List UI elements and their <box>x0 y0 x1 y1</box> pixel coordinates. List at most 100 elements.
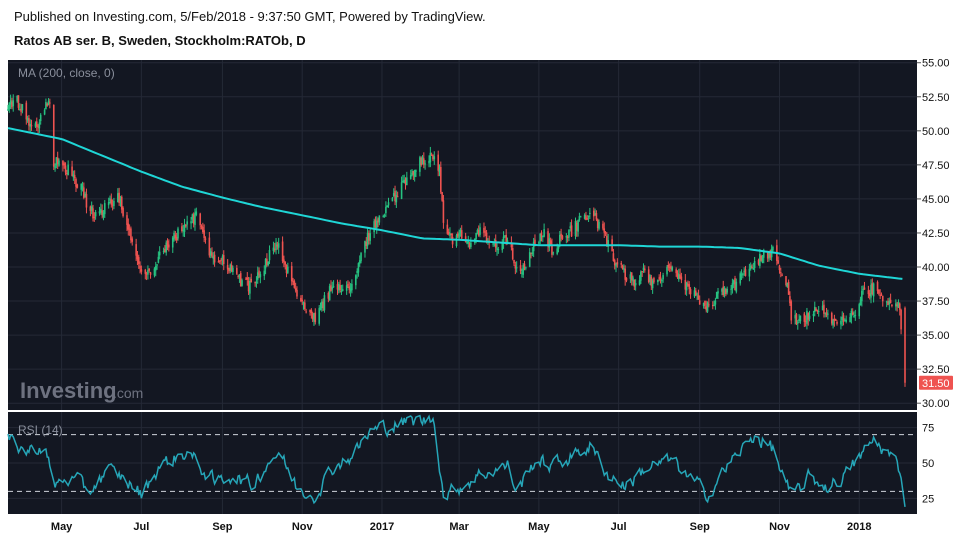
candle-body <box>889 299 892 304</box>
candle-body <box>28 118 30 126</box>
candle-body <box>521 272 523 274</box>
candle-body <box>249 281 251 294</box>
candle-body <box>680 276 683 281</box>
candle-body <box>451 237 454 245</box>
candle-body <box>761 257 764 263</box>
candle-body <box>697 295 700 300</box>
candle-body <box>162 251 165 253</box>
investing-logo: Investing .com <box>20 378 143 403</box>
candle-body <box>382 215 385 217</box>
candle-body <box>726 288 728 293</box>
candle-body <box>730 288 732 290</box>
candle-body <box>338 284 340 291</box>
candle-body <box>409 175 412 179</box>
candle-body <box>327 292 330 299</box>
candle-body <box>348 286 351 290</box>
candle-body <box>211 252 213 257</box>
candle-body <box>81 186 84 188</box>
candle-body <box>861 290 863 302</box>
candle-body <box>164 249 166 253</box>
rsi-axis: 75 50 25 <box>922 423 934 506</box>
candle-body <box>273 248 276 250</box>
price-pane[interactable]: MA (200, close, 0) Investing .com <box>7 60 917 410</box>
candle-body <box>45 102 47 110</box>
candle-body <box>735 281 738 292</box>
price-axis: 55.00 52.50 50.00 47.50 45.00 42.50 40.00 37.50… <box>917 58 950 410</box>
candle-body <box>83 187 85 198</box>
candle-body <box>375 220 378 229</box>
candle-body <box>241 280 243 286</box>
time-tick-label: Nov <box>292 521 314 533</box>
candle-body <box>620 262 623 265</box>
candle-body <box>400 182 403 199</box>
candle-body <box>891 304 893 306</box>
ma-indicator-label: MA (200, close, 0) <box>18 66 115 80</box>
candle-body <box>830 312 833 324</box>
candle-body <box>226 264 229 270</box>
rsi-pane[interactable]: RSI (14) <box>7 412 917 514</box>
candle-body <box>870 284 872 298</box>
candle-body <box>369 233 371 241</box>
candle-body <box>238 275 241 277</box>
candle-body <box>492 243 494 245</box>
candle-body <box>766 252 769 259</box>
candle-body <box>625 277 628 281</box>
candle-body <box>102 212 105 218</box>
candle-body <box>561 235 564 239</box>
candle-body <box>366 232 369 246</box>
candle-body <box>752 268 755 270</box>
candle-body <box>785 276 787 285</box>
candle-body <box>437 154 439 171</box>
candle-body <box>744 269 747 276</box>
candle-body <box>475 233 477 240</box>
candle-body <box>365 241 368 246</box>
candle-body <box>556 248 558 254</box>
last-price-badge <box>919 375 953 390</box>
candle-body <box>54 165 56 169</box>
candle-body <box>879 295 881 297</box>
candle-body <box>144 269 147 274</box>
candle-body <box>501 242 504 251</box>
candle-body <box>842 315 845 322</box>
candle-body <box>595 213 598 220</box>
candle-body <box>110 199 113 205</box>
candle-body <box>392 193 395 196</box>
candle-body <box>9 100 12 105</box>
candle-body <box>12 100 15 107</box>
candle-body <box>374 219 377 228</box>
rsi-line <box>7 414 906 508</box>
candle-body <box>715 292 718 299</box>
candle-body <box>467 241 470 244</box>
candle-body <box>704 300 706 306</box>
candle-body <box>633 279 636 287</box>
candle-body <box>267 261 270 266</box>
candle-body <box>739 273 742 284</box>
candle-body <box>732 280 735 285</box>
candle-body <box>377 219 379 223</box>
candle-body <box>195 211 198 215</box>
candle-body <box>558 234 561 244</box>
candle-body <box>613 260 616 266</box>
candle-body <box>476 230 479 234</box>
candle-body <box>598 221 600 229</box>
candle-body <box>360 253 362 262</box>
candle-body <box>52 104 55 167</box>
candle-body <box>101 210 103 216</box>
candle-body <box>107 202 110 206</box>
candle-body <box>111 204 114 206</box>
candle-body <box>769 250 772 258</box>
candle-body <box>430 154 433 156</box>
candle-body <box>897 302 900 308</box>
candle-body <box>895 303 897 307</box>
candle-body <box>391 197 394 202</box>
candle-body <box>522 265 524 275</box>
candle-body <box>604 232 607 234</box>
candle-body <box>675 269 677 274</box>
candle-body <box>804 321 807 323</box>
candle-body <box>787 281 790 295</box>
candle-body <box>386 205 388 207</box>
candle-body <box>321 301 323 309</box>
candle-body <box>204 238 207 240</box>
candle-body <box>666 266 668 275</box>
